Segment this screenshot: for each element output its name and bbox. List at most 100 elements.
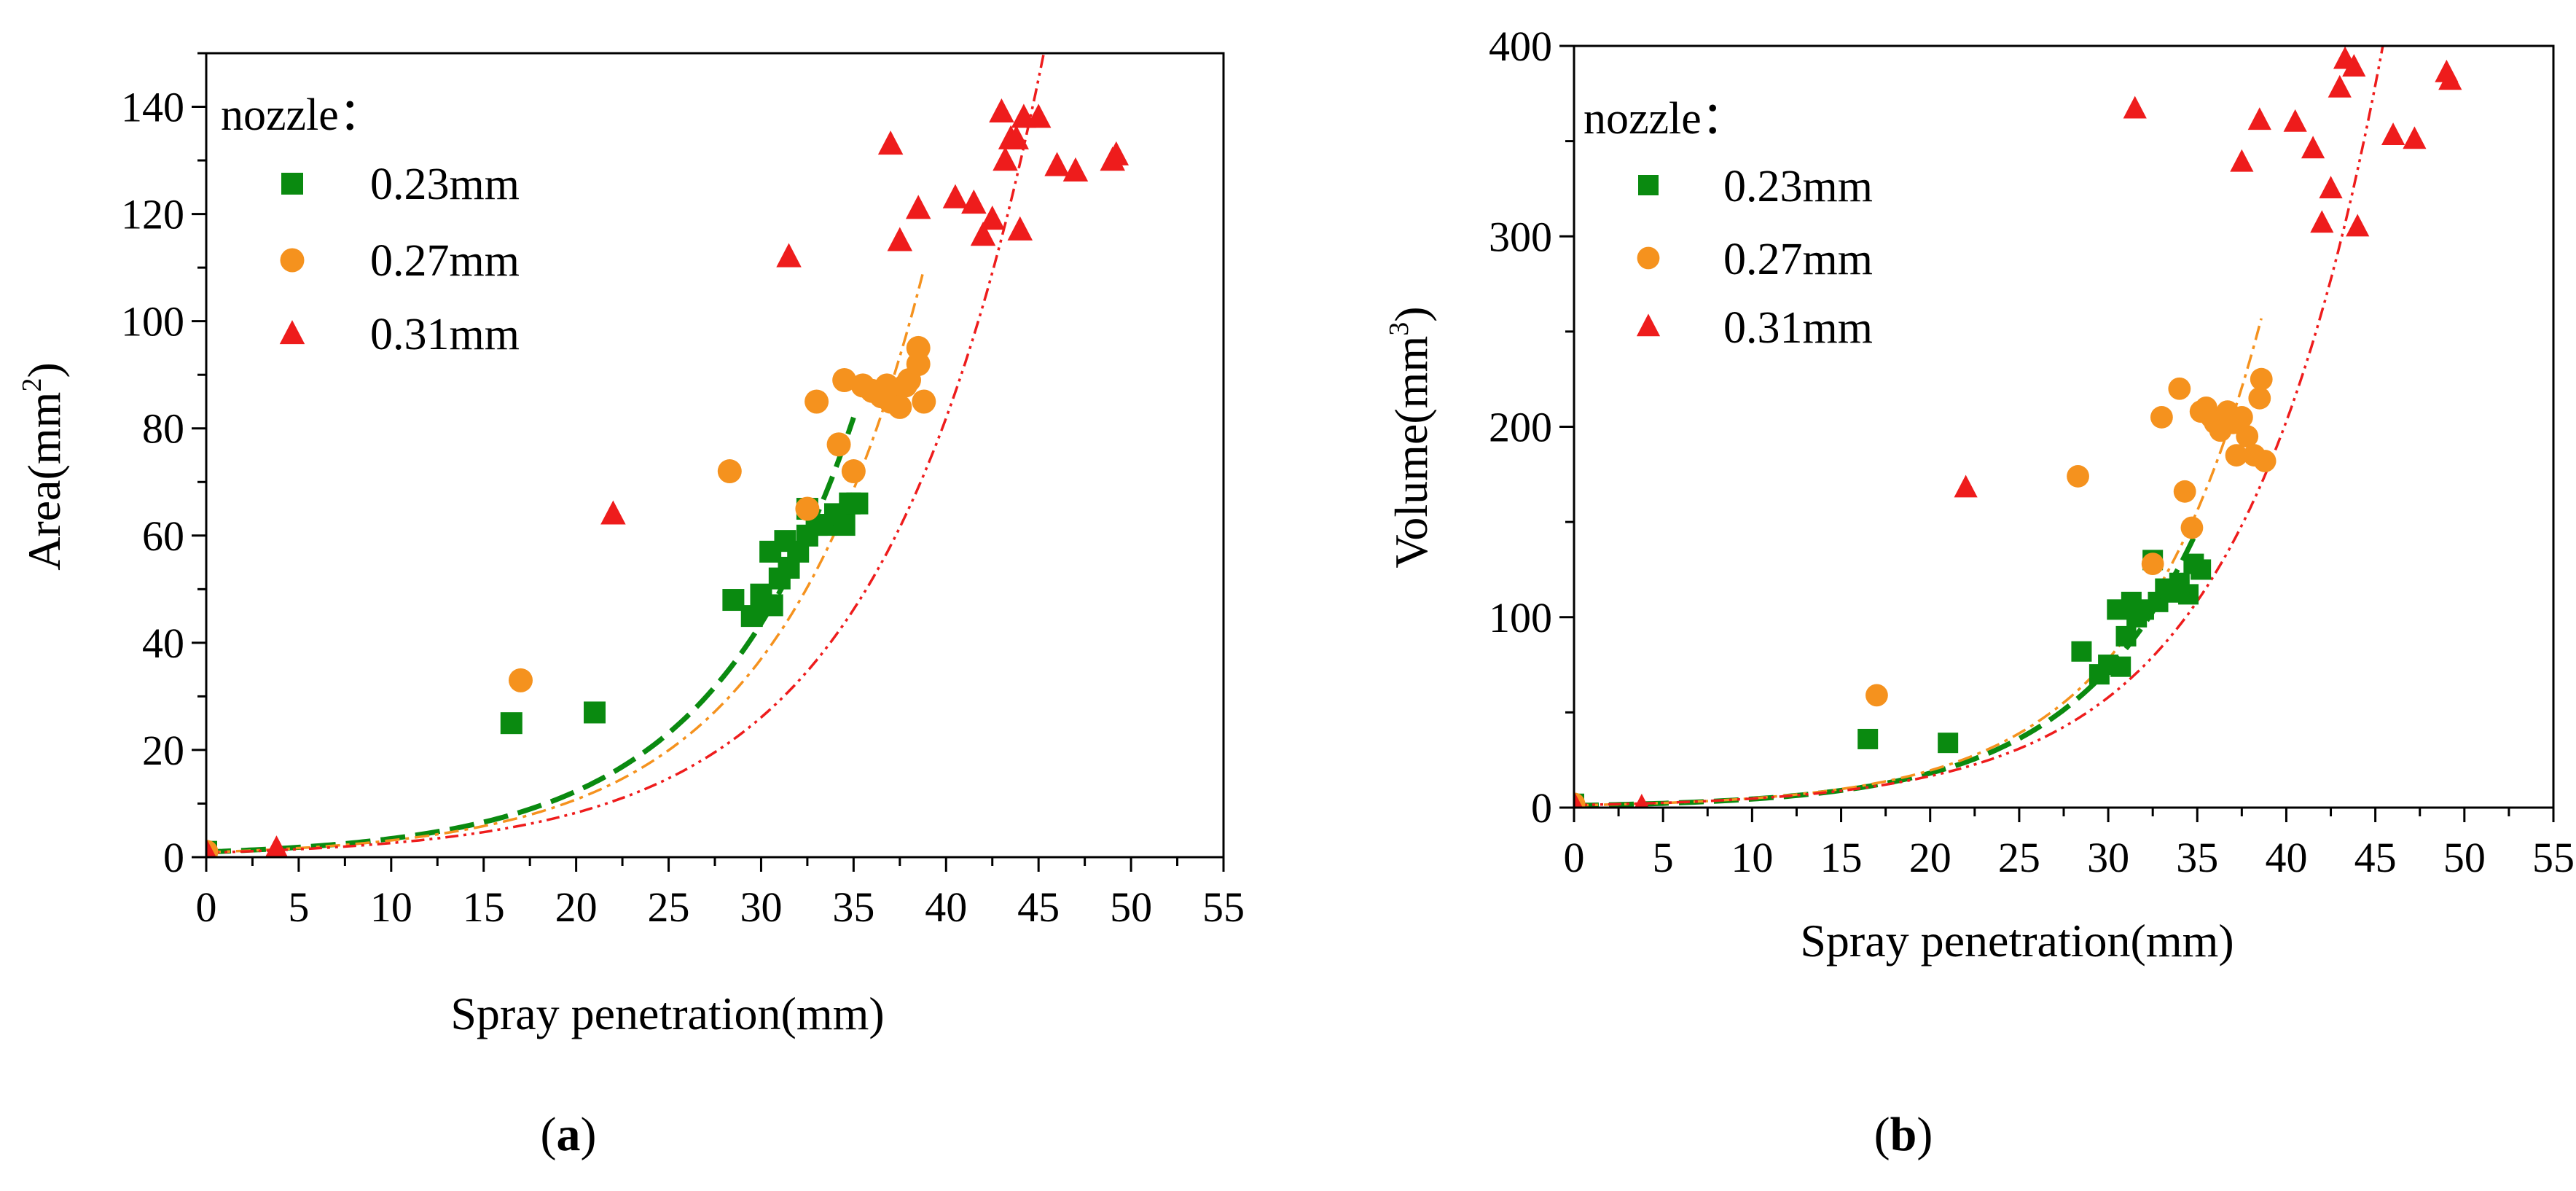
- panel-b-point-0.31mm: [2403, 126, 2427, 149]
- panel-b-point-0.31mm: [2247, 107, 2271, 130]
- panel-a-point-0.31mm: [979, 206, 1005, 230]
- panel-b-label-close: ): [1917, 1108, 1933, 1161]
- panel-b-point-0.27mm: [2248, 386, 2271, 410]
- panel-a-point-0.31mm: [989, 98, 1014, 123]
- panel-a-point-0.27mm: [804, 389, 829, 414]
- panel-a-point-0.23mm: [761, 594, 783, 617]
- panel-b-x-tick-label-40: 40: [2265, 834, 2307, 881]
- panel-a-x-tick-label-55: 55: [1202, 883, 1245, 931]
- panel-b-point-0.27mm: [2173, 480, 2196, 503]
- panel-a-y-axis-title-sup: 2: [17, 378, 47, 392]
- panel-b-y-tick-label-400: 400: [1489, 23, 1552, 70]
- panel-b-x-tick-label-0: 0: [1564, 834, 1585, 881]
- panel-a-point-0.23mm: [722, 589, 745, 612]
- panel-a-y-tick-label-0: 0: [163, 834, 184, 881]
- panel-a-point-0.31mm: [942, 184, 968, 208]
- panel-a-y-ticks: 0 20 40 60 80 100 120 140: [121, 52, 206, 881]
- panel-a-point-0.27mm: [832, 368, 857, 393]
- panel-b-legend-label-0.27mm: 0.27mm: [1723, 235, 1873, 284]
- panel-a-legend-symbol-0.23mm: [281, 173, 303, 195]
- panel-a-x-tick-label-5: 5: [288, 883, 309, 931]
- panel-b-point-0.31mm: [2438, 67, 2462, 90]
- panel-a-point-0.23mm: [833, 514, 856, 536]
- panel-b-point-0.27mm: [2141, 552, 2164, 575]
- panel-b-legend-symbol-0.31mm: [1636, 313, 1661, 337]
- panel-a-point-0.27mm: [912, 389, 936, 414]
- panel-a-x-tick-label-10: 10: [370, 883, 412, 931]
- panel-a-legend-title: nozzle：: [221, 90, 384, 140]
- panel-b-x-tick-label-30: 30: [2087, 834, 2129, 881]
- panel-b-x-tick-label-45: 45: [2354, 834, 2397, 881]
- panel-b-point-0.31mm: [1954, 475, 1978, 498]
- panel-b-point-0.27mm: [2236, 425, 2259, 448]
- panel-b-point-0.31mm: [2342, 54, 2366, 77]
- panel-b-x-tick-label-15: 15: [1820, 834, 1863, 881]
- panel-b-point-0.27mm: [2067, 465, 2089, 488]
- panel-b-x-tick-label-50: 50: [2443, 834, 2486, 881]
- panel-a-legend-label-0.23mm: 0.23mm: [370, 160, 520, 209]
- panel-b-legend-marker-0.27mm: [1637, 246, 1660, 270]
- panel-b-legend-title: nozzle：: [1583, 94, 1747, 144]
- panel-b-point-0.23mm: [1857, 728, 1879, 749]
- panel-b-legend-label-0.31mm: 0.31mm: [1723, 303, 1873, 353]
- panel-b-y-tick-label-300: 300: [1489, 213, 1552, 260]
- panel-b-x-ticks: 0 5 10 15 20 25 30 35 40 45 50 55: [1564, 808, 2575, 881]
- panel-a-point-0.27mm: [795, 496, 820, 521]
- panel-a-point-0.31mm: [776, 243, 802, 268]
- panel-a-point-0.31mm: [1007, 216, 1033, 241]
- panel-b-y-ticks: 0 100 200 300 400: [1489, 23, 1574, 832]
- panel-a-x-tick-label-30: 30: [740, 883, 782, 931]
- panel-a-fit-curve-0.23mm: [206, 416, 856, 855]
- panel-a-y-axis-title-text: Area(mm: [18, 392, 70, 571]
- panel-b-x-tick-label-10: 10: [1731, 834, 1773, 881]
- panel-a-label: (a): [541, 1108, 597, 1161]
- panel-b-label-open: (: [1874, 1108, 1890, 1161]
- panel-a-y-tick-label-120: 120: [121, 191, 184, 238]
- panel-a-point-0.31mm: [887, 227, 913, 251]
- panel-a-legend-label-0.31mm: 0.31mm: [370, 310, 520, 359]
- panel-b-point-0.23mm: [2115, 625, 2137, 647]
- panel-b-point-0.27mm: [2150, 406, 2173, 429]
- panel-a-point-0.27mm: [888, 394, 912, 419]
- panel-a-y-tick-label-60: 60: [142, 512, 184, 560]
- panel-a-label-close: ): [581, 1108, 597, 1161]
- panel-a-point-0.27mm: [906, 335, 931, 360]
- panel-b-point-0.27mm: [1866, 684, 1888, 707]
- panel-a-x-tick-label-0: 0: [196, 883, 217, 931]
- panel-b-point-0.23mm: [2110, 656, 2131, 677]
- panel-b-legend-marker-0.31mm: [1636, 313, 1661, 337]
- panel-b-point-0.27mm: [2250, 367, 2273, 391]
- panel-b-point-0.31mm: [1574, 791, 1583, 808]
- panel-b-point-0.31mm: [2319, 176, 2343, 199]
- panel-b-point-0.31mm: [2310, 210, 2334, 233]
- panel-a-point-0.27mm: [841, 459, 866, 484]
- panel-a-plot-content: [206, 53, 1130, 857]
- panel-b-y-tick-label-200: 200: [1489, 404, 1552, 451]
- panel-a-x-tick-label-15: 15: [463, 883, 505, 931]
- panel-a-y-tick-label-100: 100: [121, 298, 184, 345]
- panel-a-legend-symbol-0.31mm: [279, 320, 305, 345]
- panel-a-legend-label-0.27mm: 0.27mm: [370, 236, 520, 286]
- panel-a-point-0.23mm: [500, 712, 522, 735]
- panel-b-point-0.31mm: [2381, 122, 2405, 146]
- panel-b-x-tick-label-55: 55: [2532, 834, 2575, 881]
- panel-b-y-axis-title: Volume(mm3): [1384, 306, 1437, 568]
- panel-a-point-0.31mm: [1025, 104, 1052, 128]
- panel-b-y-axis-title-text: Volume(mm: [1385, 336, 1437, 569]
- panel-b-label: (b): [1874, 1108, 1933, 1161]
- panel-b-legend: nozzle： 0.23mm 0.27mm 0.31mm: [1583, 94, 1873, 353]
- panel-a-legend: nozzle： 0.23mm 0.27mm 0.31mm: [221, 90, 520, 359]
- panel-b-fit-curve-0.31mm: [1574, 46, 2384, 807]
- panel-a-point-0.27mm: [826, 432, 851, 457]
- panel-b-x-tick-label-35: 35: [2176, 834, 2218, 881]
- panel-a-point-0.31mm: [970, 222, 996, 246]
- panel-a-legend-symbol-0.27mm: [280, 248, 305, 273]
- panel-b-point-0.31mm: [2301, 136, 2325, 159]
- panel-b-point-0.31mm: [2283, 109, 2307, 132]
- panel-a-point-0.31mm: [1044, 152, 1070, 176]
- panel-b-point-0.31mm: [1634, 794, 1649, 808]
- panel-b-point-0.27mm: [2180, 516, 2204, 539]
- panel-b-y-tick-label-0: 0: [1531, 784, 1552, 832]
- panel-a-point-0.23mm: [740, 605, 763, 628]
- panel-b-x-tick-label-20: 20: [1909, 834, 1951, 881]
